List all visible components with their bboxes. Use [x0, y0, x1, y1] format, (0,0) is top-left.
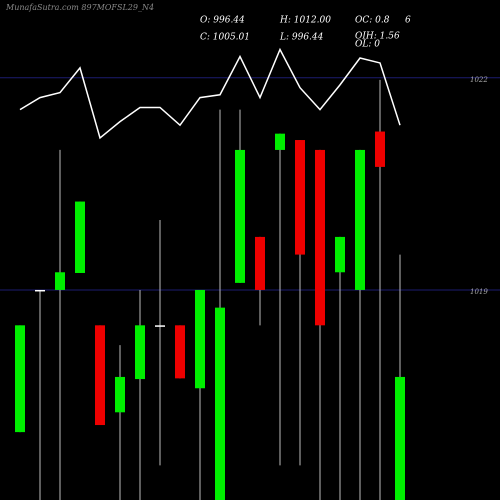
header-label: OC: 0.8 [355, 16, 390, 26]
candle-body [175, 325, 185, 379]
candle-body [275, 133, 285, 150]
candle-body [235, 149, 245, 283]
candle-body [255, 236, 265, 290]
candle-body [295, 140, 305, 255]
candle-body [135, 325, 145, 380]
y-tick-label: 1019 [470, 288, 488, 296]
header-label: O: 996.44 [200, 16, 245, 26]
candle-body [335, 236, 345, 273]
header-label: C: 1005.01 [200, 33, 250, 43]
candle-body [55, 272, 65, 290]
y-tick-label: 1022 [470, 76, 488, 84]
header-label: 6 [405, 16, 411, 26]
candle-body [155, 325, 165, 327]
candle-body [375, 131, 385, 167]
header-label: OL: 0 [355, 40, 380, 50]
header-label: H: 1012.00 [279, 16, 331, 26]
overlay-line [19, 47, 401, 140]
candle-body [75, 201, 85, 273]
candle-body [395, 376, 405, 500]
header-label: OIH: 1.56 [355, 32, 400, 42]
candle-body [15, 325, 25, 433]
candle-body [195, 289, 205, 389]
header-label: L: 996.44 [279, 33, 324, 43]
candle-body [355, 149, 365, 290]
candle-body [35, 289, 45, 292]
candle-body [95, 325, 105, 426]
chart-title: MunafaSutra.com 897MOFSL29_N4 [5, 3, 154, 12]
candle-body [115, 376, 125, 413]
candle-body [315, 149, 325, 326]
candle-body [215, 307, 225, 500]
